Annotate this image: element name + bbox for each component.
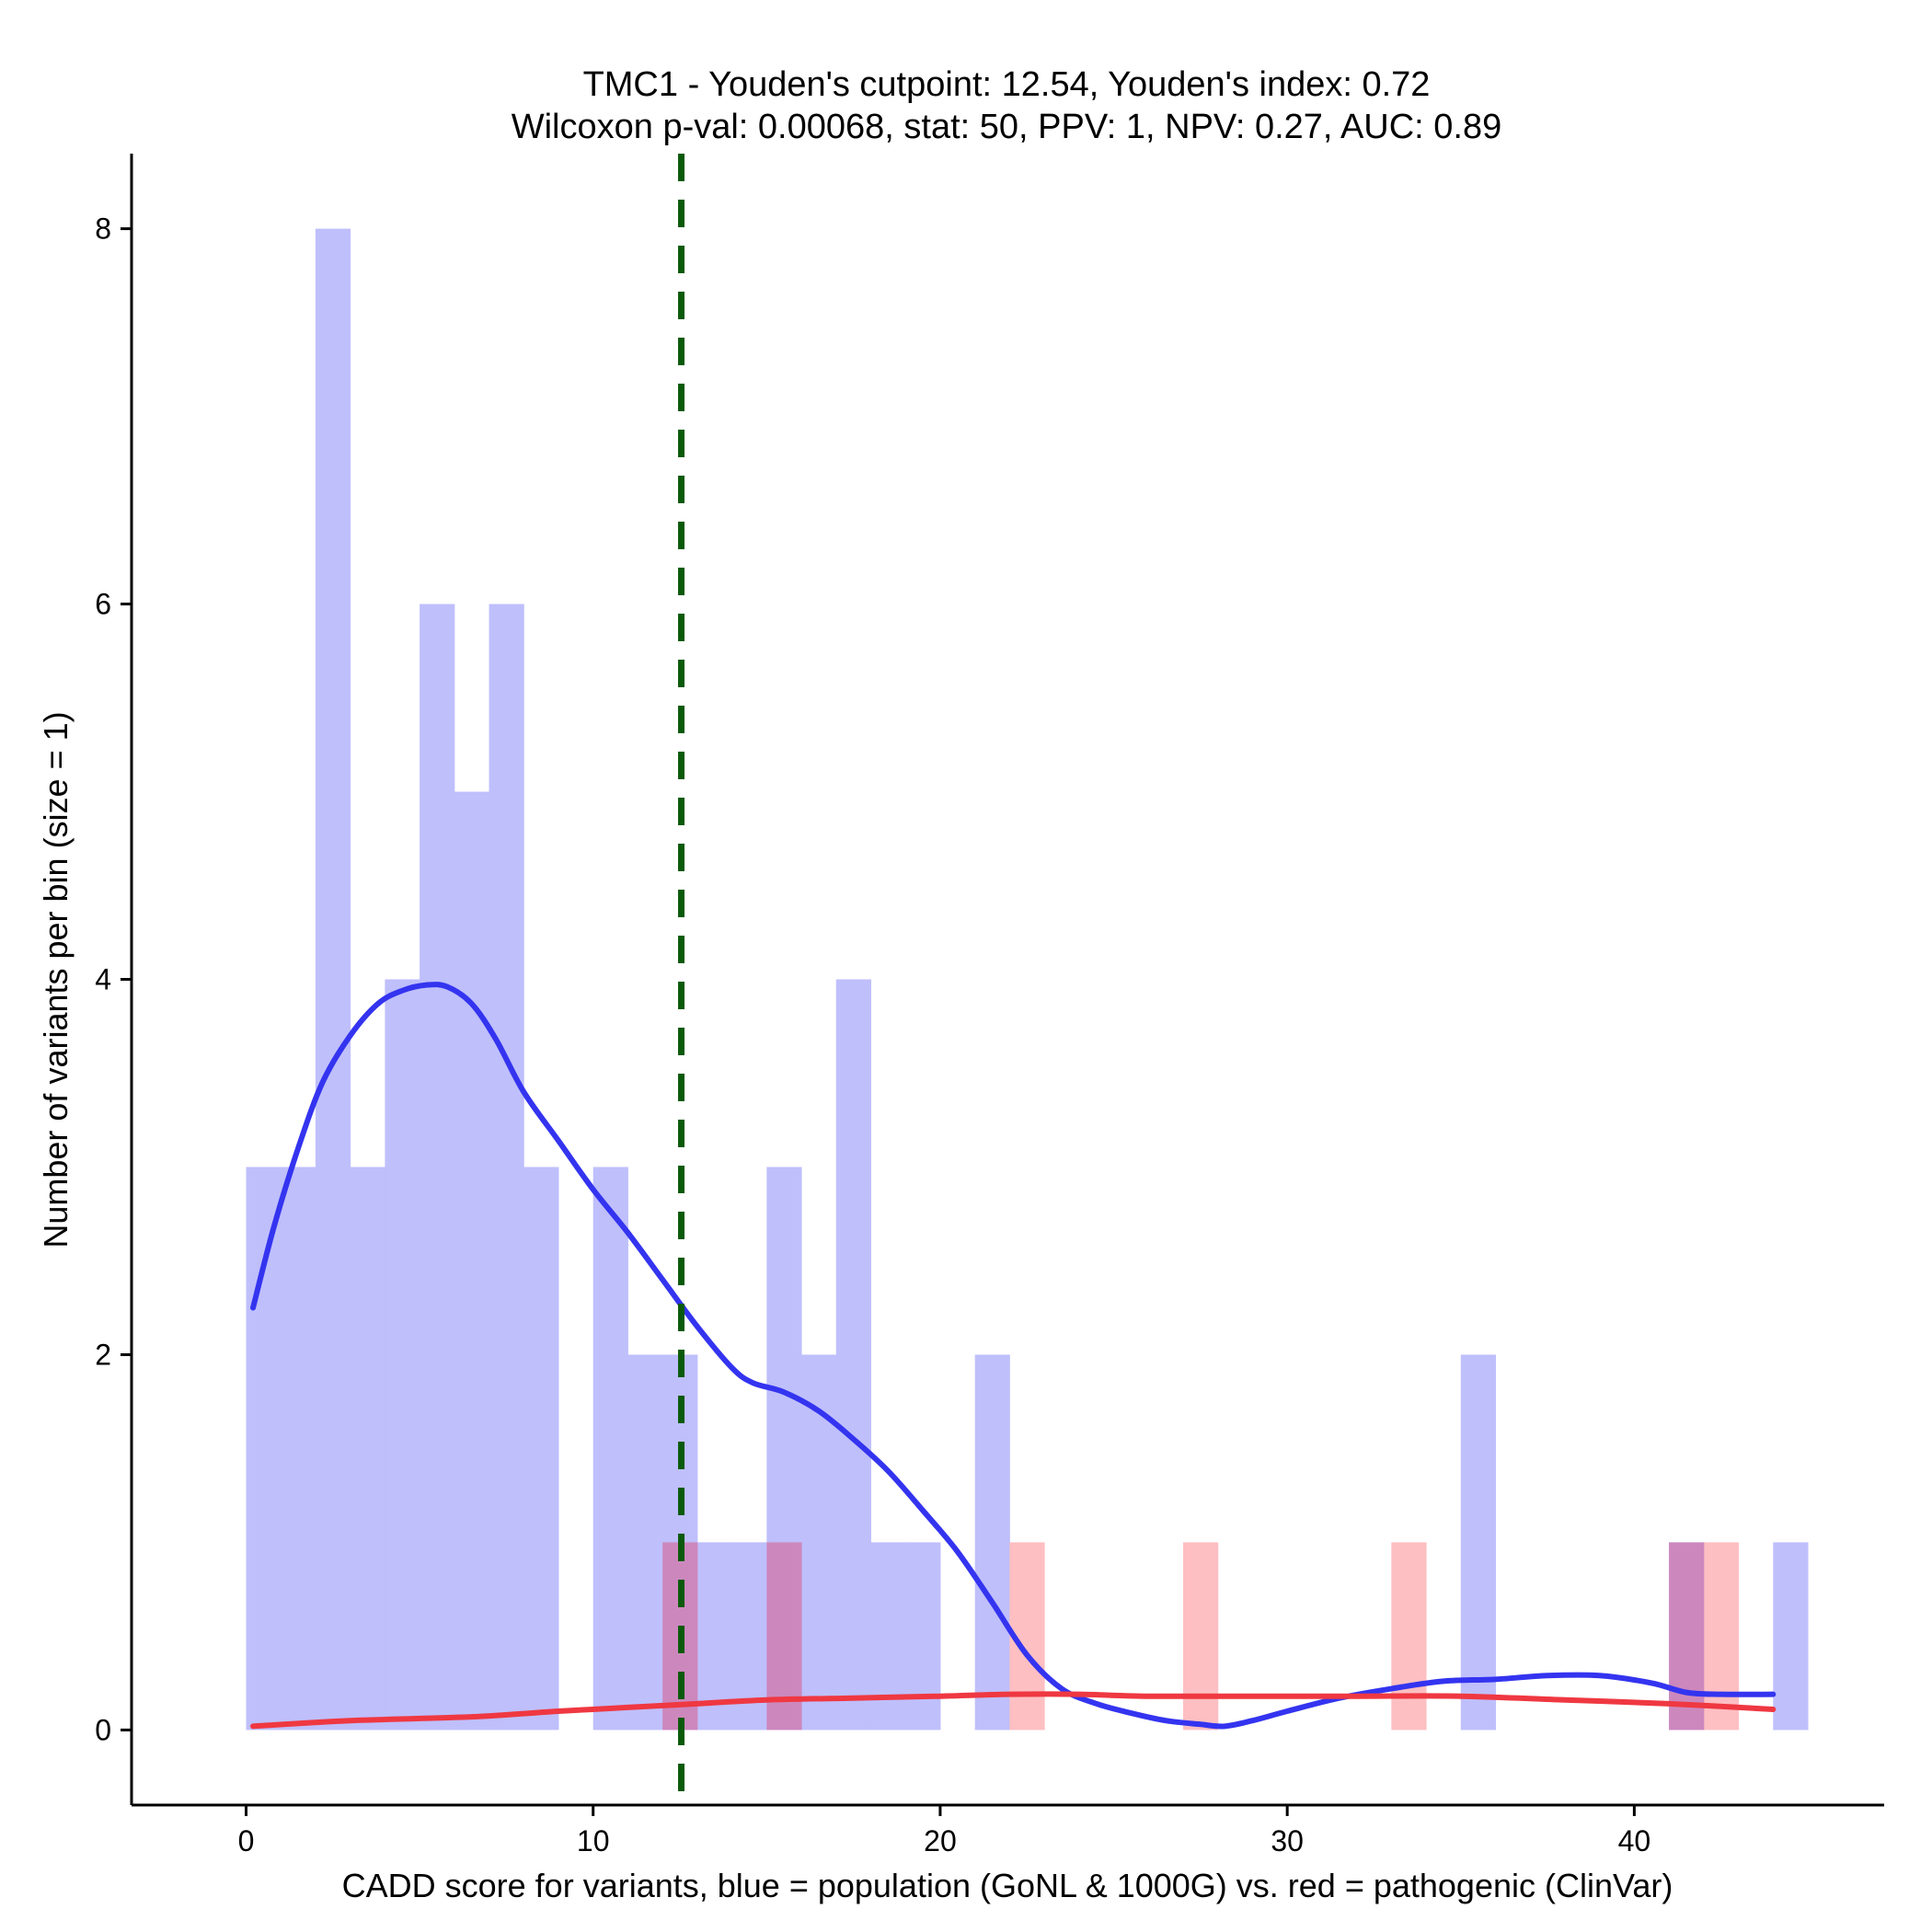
population-bar [870,1542,906,1731]
pathogenic-density-line [250,1691,1777,1730]
population-bars [246,228,1809,1731]
population-bar [420,604,455,1731]
population-bar [905,1542,941,1731]
x-tick-label: 0 [238,1824,255,1857]
pathogenic-bar [1183,1542,1219,1731]
population-bar [1460,1354,1497,1731]
population-bar [1773,1542,1809,1731]
population-bar [246,1167,282,1731]
x-tick-label: 40 [1618,1824,1651,1857]
population-bar [592,1167,628,1731]
y-ticks: 0 2 4 6 8 [95,213,132,1746]
overlap-bar [1669,1542,1705,1731]
population-bar [350,1167,385,1731]
x-tick-label: 20 [924,1824,957,1857]
chart-subtitle: Wilcoxon p-val: 0.00068, stat: 50, PPV: … [512,108,1502,146]
pathogenic-bar [1703,1542,1740,1731]
population-bar [974,1354,1010,1731]
x-tick-label: 10 [577,1824,610,1857]
y-tick-label: 8 [95,213,111,246]
x-axis-label: CADD score for variants, blue = populati… [342,1867,1673,1904]
y-axis-label: Number of variants per bin (size = 1) [37,711,75,1248]
population-density-line [250,982,1777,1730]
population-bar [315,228,351,1731]
chart-title: TMC1 - Youden's cutpoint: 12.54, Youden'… [583,65,1431,104]
population-bar [696,1542,733,1731]
population-bar [454,791,490,1731]
y-tick-label: 4 [95,963,111,996]
population-bar [523,1167,559,1731]
population-bar [281,1167,316,1731]
x-tick-label: 30 [1271,1824,1304,1857]
x-ticks: 0 10 20 30 40 [238,1805,1651,1857]
population-bar [835,979,871,1731]
y-tick-label: 2 [95,1338,111,1371]
population-bar [385,979,420,1731]
pathogenic-bar [1391,1542,1427,1731]
axes: 0 10 20 30 40 0 2 4 6 8 [95,154,1884,1857]
population-bar [627,1354,663,1731]
y-tick-label: 6 [95,588,111,621]
plot-area [246,154,1809,1805]
population-bar [489,604,524,1731]
y-tick-label: 0 [95,1713,111,1746]
